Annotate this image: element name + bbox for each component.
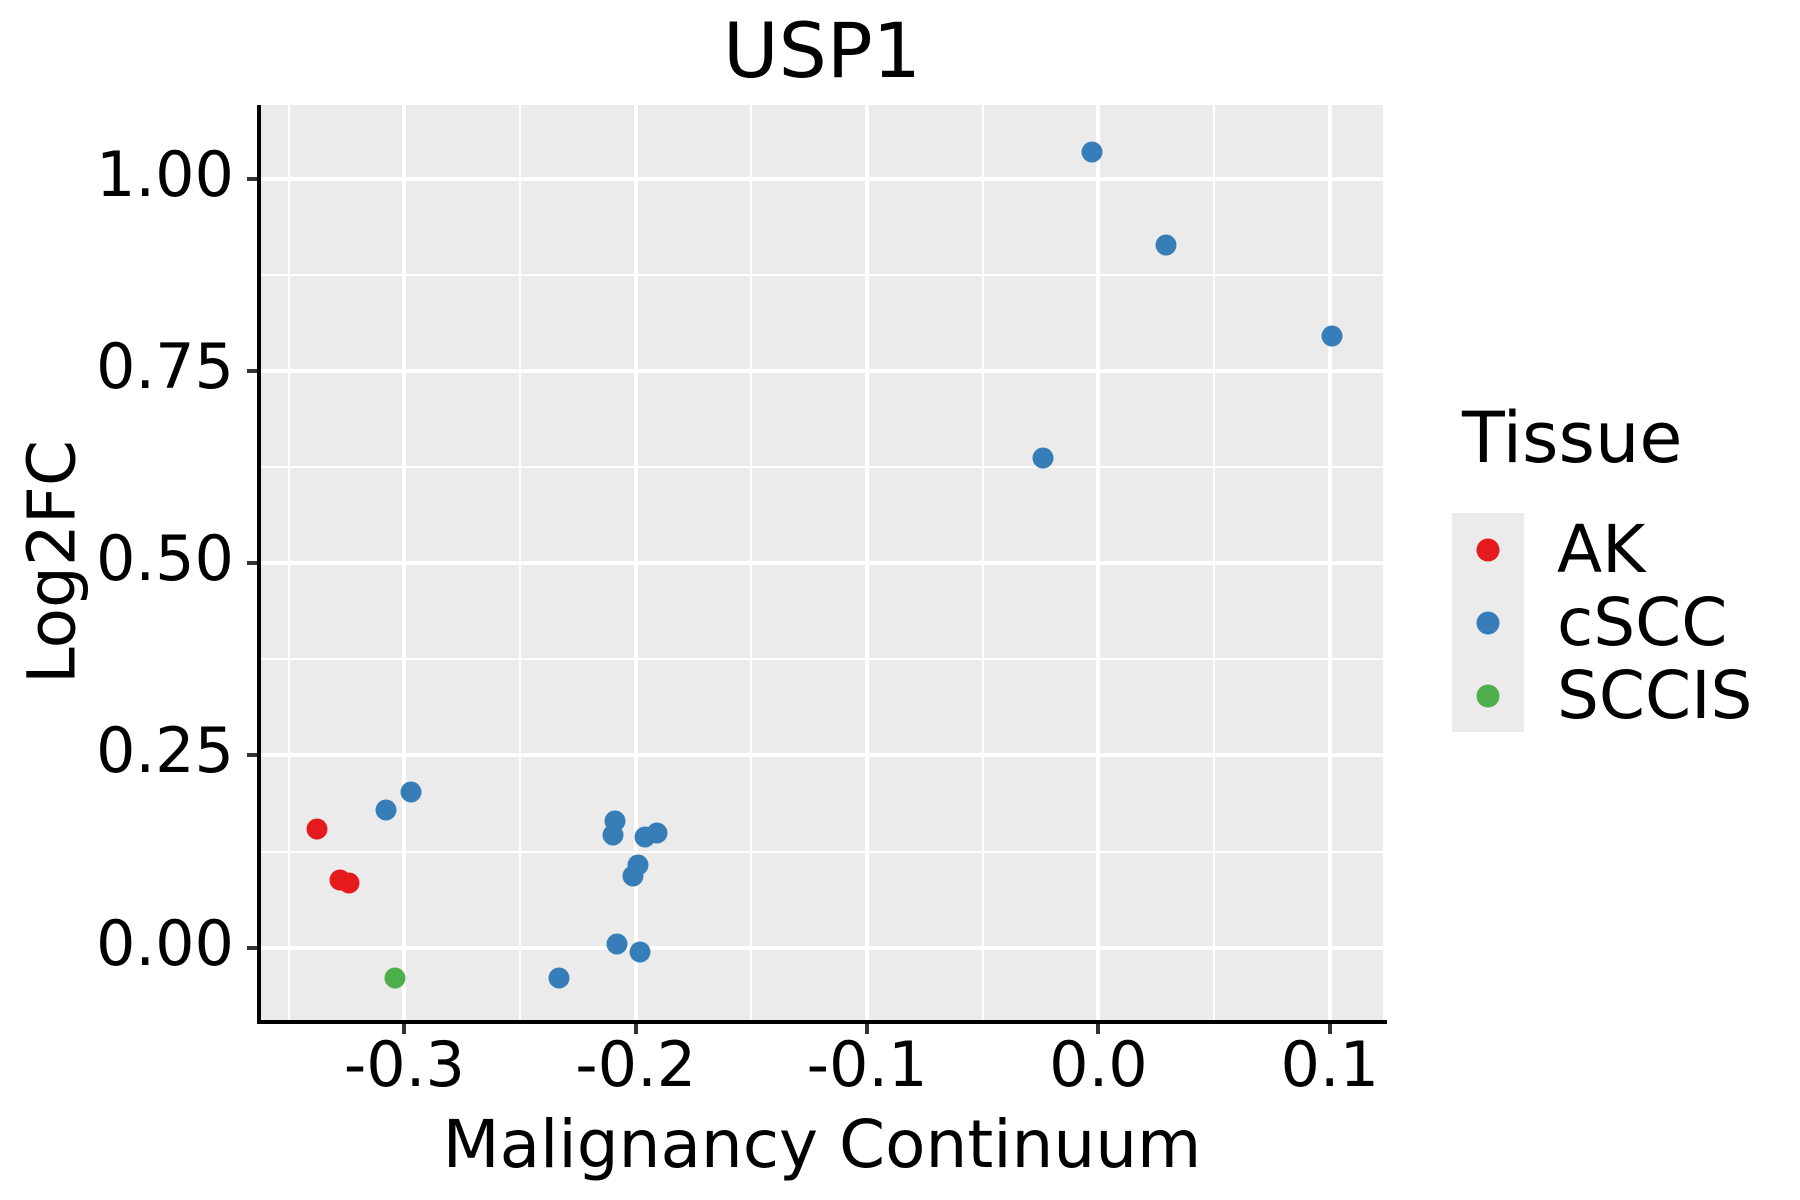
data-point-cSCC <box>1155 234 1177 256</box>
y-tick-mark <box>247 945 257 950</box>
x-tick-label: -0.1 <box>806 1028 928 1101</box>
x-axis-title: Malignancy Continuum <box>442 1106 1202 1183</box>
data-point-cSCC <box>400 781 422 803</box>
major-gridline-horizontal <box>261 945 1383 950</box>
legend-key <box>1452 659 1524 732</box>
y-tick-mark <box>247 176 257 181</box>
major-gridline-horizontal <box>261 369 1383 374</box>
legend-entries: AK cSCC SCCIS <box>1452 513 1752 732</box>
data-point-cSCC <box>627 854 649 876</box>
minor-gridline-horizontal <box>261 466 1383 469</box>
y-tick-label: 1.00 <box>95 137 234 211</box>
legend: Tissue AK cSCC SCCIS <box>1452 397 1752 732</box>
x-tick-label: 0.1 <box>1280 1028 1380 1101</box>
plot-panel <box>261 105 1383 1020</box>
y-tick-label: 0.00 <box>95 906 234 980</box>
data-point-cSCC <box>629 941 651 963</box>
y-axis-title: Log2FC <box>13 440 91 684</box>
y-tick-label: 0.50 <box>95 522 234 596</box>
legend-label: SCCIS <box>1557 657 1753 734</box>
data-point-cSCC <box>646 822 668 844</box>
data-point-cSCC <box>1032 447 1054 469</box>
data-point-SCCIS <box>384 967 406 989</box>
data-point-cSCC <box>548 967 570 989</box>
y-tick-mark <box>247 369 257 374</box>
data-point-AK <box>338 872 360 894</box>
x-tick-mark <box>402 1024 407 1034</box>
legend-swatch-dot-cSCC <box>1476 611 1500 634</box>
y-tick-mark <box>247 753 257 758</box>
major-gridline-horizontal <box>261 561 1383 566</box>
legend-entry-cSCC: cSCC <box>1452 586 1752 659</box>
legend-swatch-dot-AK <box>1476 538 1500 561</box>
data-point-cSCC <box>1081 141 1102 163</box>
x-tick-mark <box>633 1024 638 1034</box>
data-point-AK <box>306 818 328 840</box>
minor-gridline-horizontal <box>261 850 1383 853</box>
major-gridline-horizontal <box>261 753 1383 758</box>
y-tick-label: 0.75 <box>95 330 234 404</box>
legend-label: AK <box>1557 511 1646 588</box>
legend-swatch-dot-SCCIS <box>1476 684 1500 707</box>
legend-key <box>1452 586 1524 659</box>
chart-title: USP1 <box>722 6 922 95</box>
data-point-cSCC <box>604 810 626 832</box>
x-tick-label: 0.0 <box>1049 1028 1148 1101</box>
legend-title: Tissue <box>1462 397 1683 479</box>
legend-entry-SCCIS: SCCIS <box>1452 659 1752 732</box>
data-point-cSCC <box>606 933 628 955</box>
legend-entry-AK: AK <box>1452 513 1752 586</box>
data-point-cSCC <box>375 799 397 821</box>
y-tick-label: 0.25 <box>95 714 234 788</box>
y-tick-mark <box>247 561 257 566</box>
x-tick-mark <box>865 1024 870 1034</box>
x-tick-label: -0.2 <box>575 1028 697 1101</box>
minor-gridline-horizontal <box>261 273 1383 276</box>
major-gridline-horizontal <box>261 176 1383 181</box>
y-axis-line <box>257 105 261 1024</box>
data-point-cSCC <box>1321 325 1343 347</box>
x-tick-mark <box>1327 1024 1332 1034</box>
minor-gridline-horizontal <box>261 658 1383 661</box>
legend-label: cSCC <box>1557 584 1728 661</box>
x-tick-mark <box>1096 1024 1101 1034</box>
x-tick-label: -0.3 <box>343 1028 465 1101</box>
x-axis-line <box>257 1020 1387 1024</box>
legend-key <box>1452 513 1524 586</box>
